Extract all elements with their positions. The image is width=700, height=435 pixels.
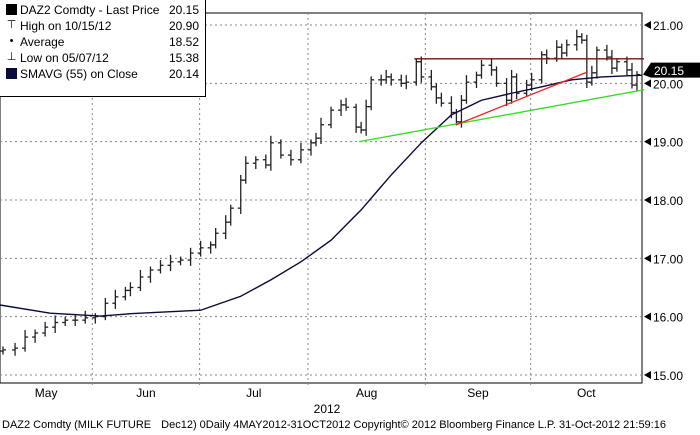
x-tick-label-sep: Sep — [467, 386, 489, 400]
price-bar — [82, 310, 89, 324]
x-axis-year-label: 2012 — [313, 402, 341, 416]
price-bar — [177, 256, 184, 266]
legend-item-low: ⊥ Low on 05/07/12 15.38 — [6, 51, 199, 65]
y-tick-arrow — [644, 312, 651, 321]
price-bar — [438, 92, 445, 107]
price-bar — [212, 227, 219, 249]
last-price-badge — [643, 62, 700, 78]
legend-item-high: ⊤ High on 10/15/12 20.90 — [6, 19, 199, 33]
price-bar — [62, 316, 69, 326]
price-bar — [388, 73, 395, 86]
low-marker-icon: ⊥ — [6, 51, 17, 63]
price-bar — [0, 346, 7, 355]
support-trendline — [359, 89, 645, 143]
price-bar — [242, 156, 249, 184]
price-bar — [137, 269, 144, 291]
price-bar — [287, 149, 294, 166]
price-bar — [513, 73, 520, 100]
price-bar — [252, 156, 259, 170]
y-tick-label: 21.00 — [653, 19, 683, 33]
price-bar — [613, 58, 620, 72]
last-price-label: 20.15 — [654, 64, 684, 78]
price-bar — [92, 313, 99, 324]
price-bar — [368, 76, 375, 111]
y-tick-label: 18.00 — [653, 194, 683, 208]
black-square-icon — [6, 4, 17, 15]
x-tick-label-jun: Jun — [136, 386, 156, 400]
x-tick-label-may: May — [34, 386, 58, 400]
high-marker-icon: ⊤ — [6, 19, 17, 31]
y-tick-label: 20.00 — [653, 77, 683, 91]
price-bar — [593, 46, 600, 79]
y-tick-arrow — [644, 370, 651, 379]
y-tick-label: 15.00 — [653, 369, 683, 383]
sma-line — [0, 74, 643, 317]
price-bar — [167, 254, 174, 272]
price-bar — [157, 260, 164, 274]
legend-item-average: • Average 18.52 — [4, 34, 201, 50]
price-bar — [493, 66, 500, 87]
price-bar — [12, 342, 19, 356]
y-tick-arrow — [644, 137, 651, 146]
price-bar — [32, 329, 39, 343]
price-bar — [187, 247, 194, 266]
price-bar — [42, 321, 49, 337]
y-tick-arrow — [644, 254, 651, 263]
price-bar — [112, 289, 119, 310]
y-tick-arrow — [644, 79, 651, 88]
price-bar — [478, 59, 485, 79]
price-bar — [127, 282, 134, 297]
price-bar — [297, 142, 304, 164]
y-tick-label: 17.00 — [653, 252, 683, 266]
price-bar — [22, 330, 29, 352]
y-tick-arrow — [644, 21, 651, 29]
y-tick-arrow — [644, 195, 651, 204]
footer-info: Dec12) 0Daily 4MAY2012-31OCT2012 Copyrig… — [161, 419, 666, 431]
legend-item-smavg: SMAVG (55) on Close 20.14 — [4, 66, 201, 82]
price-bar — [267, 135, 274, 171]
footer-security: DAZ2 Comdty (MILK FUTURE — [2, 419, 152, 431]
chart-legend: DAZ2 Comdty - Last Price 20.15 ⊤ High on… — [0, 0, 206, 97]
price-bar — [102, 297, 109, 321]
price-bar — [528, 72, 535, 91]
price-bar — [343, 97, 350, 111]
rising-trendline — [456, 71, 588, 126]
y-tick-label: 19.00 — [653, 136, 683, 150]
price-bar — [318, 117, 324, 144]
y-tick-label: 16.00 — [653, 311, 683, 325]
price-bar — [563, 39, 570, 57]
price-bar — [227, 204, 234, 226]
navy-square-icon — [6, 68, 17, 79]
price-bar — [403, 75, 410, 90]
x-tick-label-jul: Jul — [246, 386, 262, 400]
price-bar — [52, 315, 59, 333]
x-tick-label-aug: Aug — [355, 386, 378, 400]
price-bar — [277, 139, 284, 159]
legend-item-last-price: DAZ2 Comdty - Last Price 20.15 — [4, 2, 201, 18]
average-marker-icon: • — [9, 35, 14, 47]
x-tick-label-oct: Oct — [576, 386, 596, 400]
price-bar — [147, 266, 154, 283]
footer: DAZ2 Comdty (MILK FUTURE Dec12) 0Daily 4… — [2, 419, 698, 431]
price-bar — [72, 314, 79, 326]
price-bar — [418, 56, 425, 83]
price-bar — [328, 106, 335, 129]
price-bar — [463, 75, 470, 104]
price-bar — [197, 240, 204, 257]
